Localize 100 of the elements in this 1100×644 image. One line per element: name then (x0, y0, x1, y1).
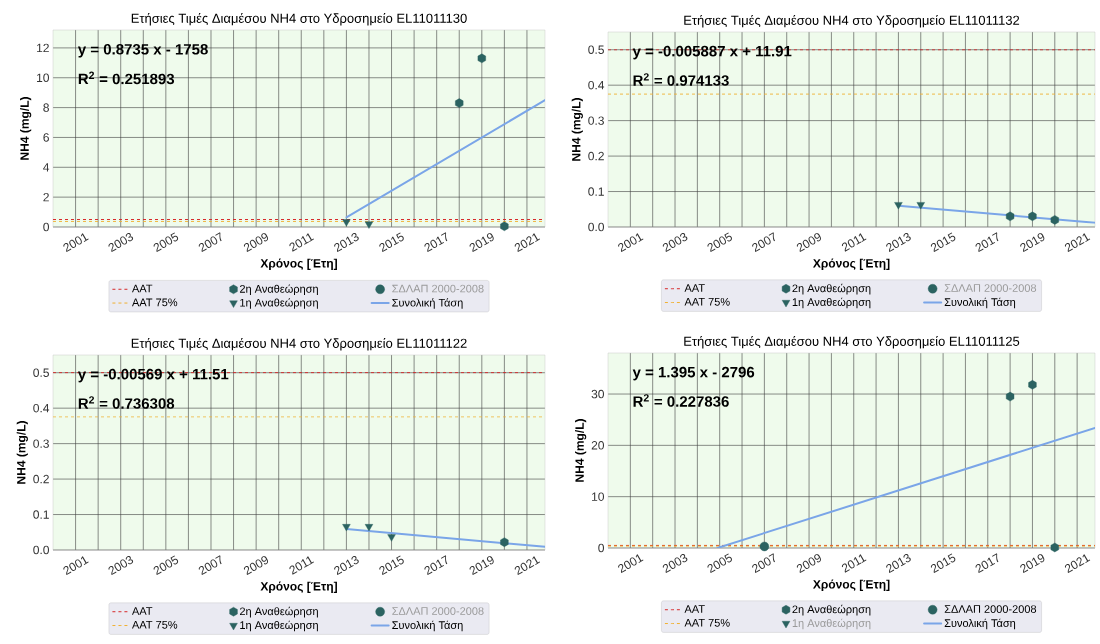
y-tick-label: 2 (43, 192, 49, 202)
y-tick-label: 0.1 (33, 510, 49, 519)
legend-label: Συνολική Τάση (944, 297, 1016, 309)
chart-title: Ετήσιες Τιμές Διαμέσου NH4 στο Υδροσημείο EL11011130 (131, 12, 467, 26)
x-tick-label: 2021 (514, 233, 541, 253)
legend-label: AAT (684, 605, 705, 613)
x-tick-label: 2013 (886, 233, 911, 253)
annotation: R$^{2}$ = 0.227836 (633, 394, 729, 407)
y-tick-label: 12 (37, 43, 49, 53)
y-axis-title: NH4 (mg/L) (575, 419, 587, 482)
x-tick-label: 2019 (469, 233, 494, 253)
x-tick-label: 2015 (930, 232, 956, 253)
legend-label: AAT (132, 607, 153, 615)
x-axis-title: Χρόνος [Έτη] (260, 581, 337, 593)
y-tick-label: 0.5 (33, 368, 49, 377)
y-axis-title: NH4 (mg/L) (16, 421, 28, 484)
chart-title: Ετήσιες Τιμές Διαμέσου NH4 στο Υδροσημείο EL11011122 (131, 337, 467, 351)
annotation: R$^{2}$ = 0.974133 (633, 73, 729, 86)
y-tick-label: 4 (43, 163, 50, 172)
x-axis-title: Χρόνος [Έτη] (812, 579, 890, 591)
x-tick-label: 2011 (841, 233, 867, 252)
y-tick-label: 30 (591, 389, 605, 399)
legend-label: ΣΔΛΑΠ 2000-2008 (392, 607, 484, 615)
x-tick-label: 2001 (618, 233, 644, 253)
x-axis-title: Χρόνος [Έτη] (812, 258, 890, 270)
x-tick-label: 2013 (334, 556, 359, 576)
x-tick-label: 2001 (63, 233, 89, 253)
chart-title: Ετήσιες Τιμές Διαμέσου NH4 στο Υδροσημείο EL11011125 (684, 335, 1020, 349)
y-tick-label: 0.3 (33, 439, 49, 448)
x-tick-label: 2009 (243, 556, 269, 576)
y-tick-label: 0.5 (588, 45, 604, 54)
x-tick-label: 2019 (1020, 233, 1045, 253)
y-axis-title: NH4 (mg/L) (571, 98, 583, 161)
y-axis-title: NH4 (mg/L) (20, 97, 32, 160)
legend-label: 1η Αναθεώρηση (792, 618, 871, 630)
y-tick-label: 8 (43, 103, 49, 112)
x-tick-label: 2017 (975, 553, 999, 574)
x-tick-label: 2003 (108, 233, 134, 253)
legend-label: 1η Αναθεώρηση (792, 297, 871, 309)
legend-label: Συνολική Τάση (392, 298, 463, 309)
x-tick-label: 2007 (198, 555, 222, 576)
x-tick-label: 2003 (662, 233, 688, 253)
y-tick-label: 0.2 (588, 151, 604, 161)
x-tick-label: 2007 (752, 553, 776, 574)
y-tick-label: 0 (43, 222, 50, 232)
x-tick-label: 2013 (886, 554, 911, 574)
legend-label: AAT 75% (131, 298, 178, 307)
legend-label: 2η Αναθεώρηση (239, 606, 318, 618)
y-tick-label: 10 (37, 73, 50, 82)
x-tick-label: 2011 (841, 554, 867, 573)
x-tick-label: 2009 (243, 233, 269, 253)
x-tick-label: 2017 (424, 555, 448, 576)
chart-title: Ετήσιες Τιμές Διαμέσου NH4 στο Υδροσημείο EL11011132 (684, 14, 1020, 28)
x-tick-label: 2011 (289, 233, 314, 252)
legend-label: 1η Αναθεώρηση (240, 298, 318, 309)
annotation: y = 0.8735 x - 1758 (77, 43, 208, 58)
x-tick-label: 2021 (1064, 554, 1091, 574)
x-tick-label: 2017 (424, 232, 448, 253)
y-tick-label: 0.0 (588, 222, 605, 232)
x-tick-label: 2021 (514, 556, 541, 576)
x-tick-label: 2015 (930, 553, 956, 574)
annotation: y = -0.005887 x + 11.91 (632, 45, 792, 60)
x-tick-label: 2013 (334, 233, 359, 253)
legend-label: Συνολική Τάση (392, 620, 463, 632)
annotation: R$^{2}$ = 0.736308 (78, 396, 175, 409)
x-tick-label: 2005 (153, 555, 179, 576)
y-tick-label: 0.4 (588, 80, 605, 90)
x-tick-label: 2019 (469, 556, 494, 576)
legend-label: AAT (131, 284, 153, 293)
legend-label: 2η Αναθεώρηση (792, 283, 871, 295)
y-tick-label: 20 (591, 441, 605, 450)
y-tick-label: 10 (592, 492, 605, 501)
y-tick-label: 0.0 (33, 545, 50, 555)
x-tick-label: 2005 (707, 553, 732, 574)
legend-label: 2η Αναθεώρηση (792, 604, 871, 616)
y-tick-label: 0.4 (33, 403, 50, 413)
y-tick-label: 0.3 (588, 116, 604, 125)
legend-label: Συνολική Τάση (944, 618, 1016, 630)
annotation: R$^{2}$ = 0.251893 (78, 71, 175, 85)
x-tick-label: 2003 (662, 554, 688, 574)
x-tick-label: 2019 (1020, 554, 1045, 574)
x-tick-label: 2015 (379, 555, 404, 576)
y-tick-label: 0.2 (33, 474, 49, 484)
legend-label: AAT 75% (684, 618, 730, 627)
x-tick-label: 2005 (707, 232, 732, 253)
legend-label: AAT 75% (684, 297, 730, 306)
y-tick-label: 6 (43, 133, 49, 142)
x-tick-label: 2009 (796, 554, 821, 574)
legend-label: 1η Αναθεώρηση (240, 620, 318, 632)
annotation: y = 1.395 x - 2796 (632, 366, 755, 381)
x-tick-label: 2001 (63, 556, 89, 576)
x-tick-label: 2001 (618, 554, 644, 574)
x-tick-label: 2015 (379, 232, 404, 253)
x-tick-label: 2017 (975, 232, 999, 253)
x-tick-label: 2005 (153, 232, 179, 253)
x-tick-label: 2009 (796, 233, 821, 253)
x-tick-label: 2007 (752, 232, 776, 253)
x-axis-title: Χρόνος [Έτη] (260, 258, 337, 270)
legend-label: AAT (684, 284, 705, 292)
x-tick-label: 2021 (1064, 233, 1091, 253)
